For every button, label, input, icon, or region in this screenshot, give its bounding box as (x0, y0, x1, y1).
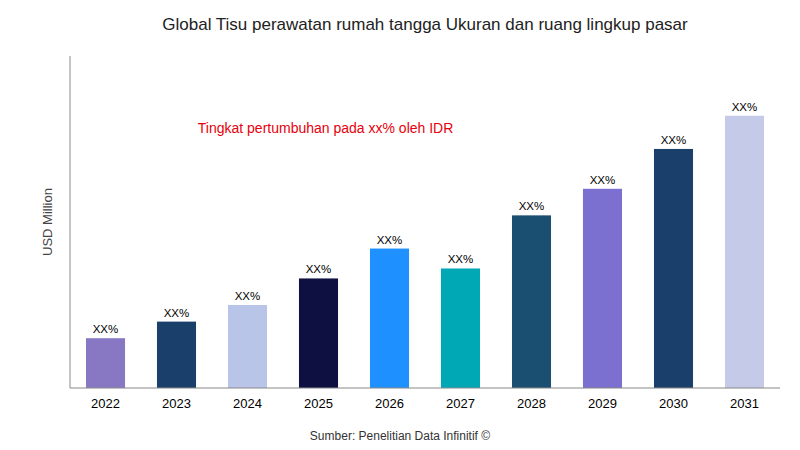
x-axis-line (70, 388, 780, 389)
chart-svg: Global Tisu perawatan rumah tangga Ukura… (0, 0, 800, 450)
data-label: XX% (93, 323, 119, 335)
bar (86, 338, 125, 388)
data-label: XX% (732, 101, 758, 113)
x-axis-ticks: 2022 2023 2024 2025 2026 2027 2028 2029 2030 2031 (91, 396, 759, 411)
bar (512, 215, 551, 388)
bar (157, 322, 196, 388)
y-axis-label: USD Million (40, 188, 55, 256)
y-axis-line (70, 56, 71, 388)
data-label: XX% (448, 253, 474, 265)
x-tick-label: 2031 (730, 396, 759, 411)
bar (583, 189, 622, 388)
x-tick-label: 2029 (588, 396, 617, 411)
bar (725, 116, 764, 388)
bar (299, 278, 338, 388)
data-labels: XX% XX% XX% XX% XX% XX% XX% XX% XX% XX% (93, 101, 758, 335)
data-label: XX% (377, 234, 403, 246)
data-label: XX% (235, 290, 261, 302)
data-label: XX% (661, 134, 687, 146)
data-label: XX% (164, 307, 190, 319)
x-tick-label: 2028 (517, 396, 546, 411)
data-label: XX% (306, 263, 332, 275)
x-tick-label: 2023 (162, 396, 191, 411)
x-tick-label: 2030 (659, 396, 688, 411)
source-text: Sumber: Penelitian Data Infinitif © (310, 429, 490, 443)
bar (370, 249, 409, 388)
bar (228, 305, 267, 388)
data-label: XX% (590, 174, 616, 186)
chart-title: Global Tisu perawatan rumah tangga Ukura… (162, 15, 688, 34)
x-tick-label: 2022 (91, 396, 120, 411)
bars (86, 116, 764, 388)
x-tick-label: 2024 (233, 396, 262, 411)
chart-container: Global Tisu perawatan rumah tangga Ukura… (0, 0, 800, 450)
x-tick-label: 2027 (446, 396, 475, 411)
x-tick-label: 2026 (375, 396, 404, 411)
bar (654, 149, 693, 388)
annotation: Tingkat pertumbuhan pada xx% oleh IDR (198, 120, 454, 136)
data-label: XX% (519, 200, 545, 212)
x-tick-label: 2025 (304, 396, 333, 411)
bar (441, 268, 480, 388)
